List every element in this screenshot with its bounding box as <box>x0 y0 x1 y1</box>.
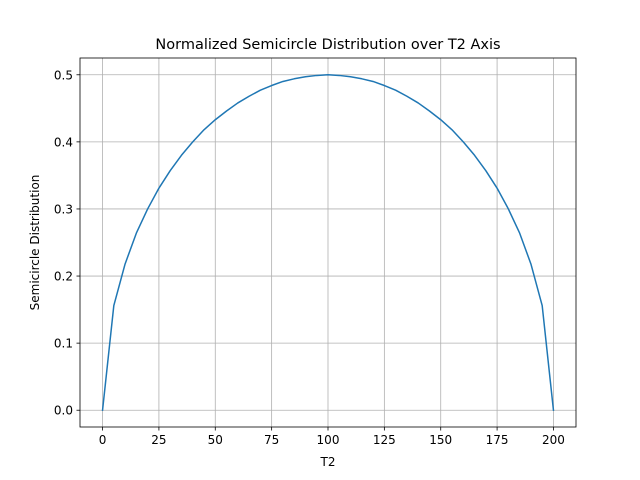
y-axis-label: Semicircle Distribution <box>28 175 42 311</box>
x-tick-label: 0 <box>99 433 107 447</box>
y-tick-label: 0.0 <box>54 404 73 418</box>
x-tick-label: 25 <box>151 433 166 447</box>
y-tick-label: 0.4 <box>54 135 73 149</box>
series-layer <box>101 74 555 412</box>
tick-labels: 0 25 50 75 100 125 150 175 200 0.0 0.1 0.2 0.3 0.4 0.5 <box>54 68 565 447</box>
tick-marks <box>76 74 554 431</box>
x-tick-label: 175 <box>486 433 509 447</box>
y-tick-label: 0.3 <box>54 202 73 216</box>
x-tick-label: 75 <box>264 433 279 447</box>
x-tick-label: 125 <box>373 433 396 447</box>
x-tick-label: 100 <box>317 433 340 447</box>
y-tick-label: 0.5 <box>54 68 73 82</box>
y-tick-label: 0.1 <box>54 337 73 351</box>
chart-title: Normalized Semicircle Distribution over … <box>155 37 500 53</box>
x-axis-label: T2 <box>320 455 336 469</box>
series-line-0 <box>101 74 555 412</box>
x-tick-label: 50 <box>208 433 223 447</box>
x-tick-label: 150 <box>429 433 452 447</box>
grid-lines <box>80 58 576 427</box>
x-tick-label: 200 <box>542 433 565 447</box>
y-tick-label: 0.2 <box>54 270 73 284</box>
